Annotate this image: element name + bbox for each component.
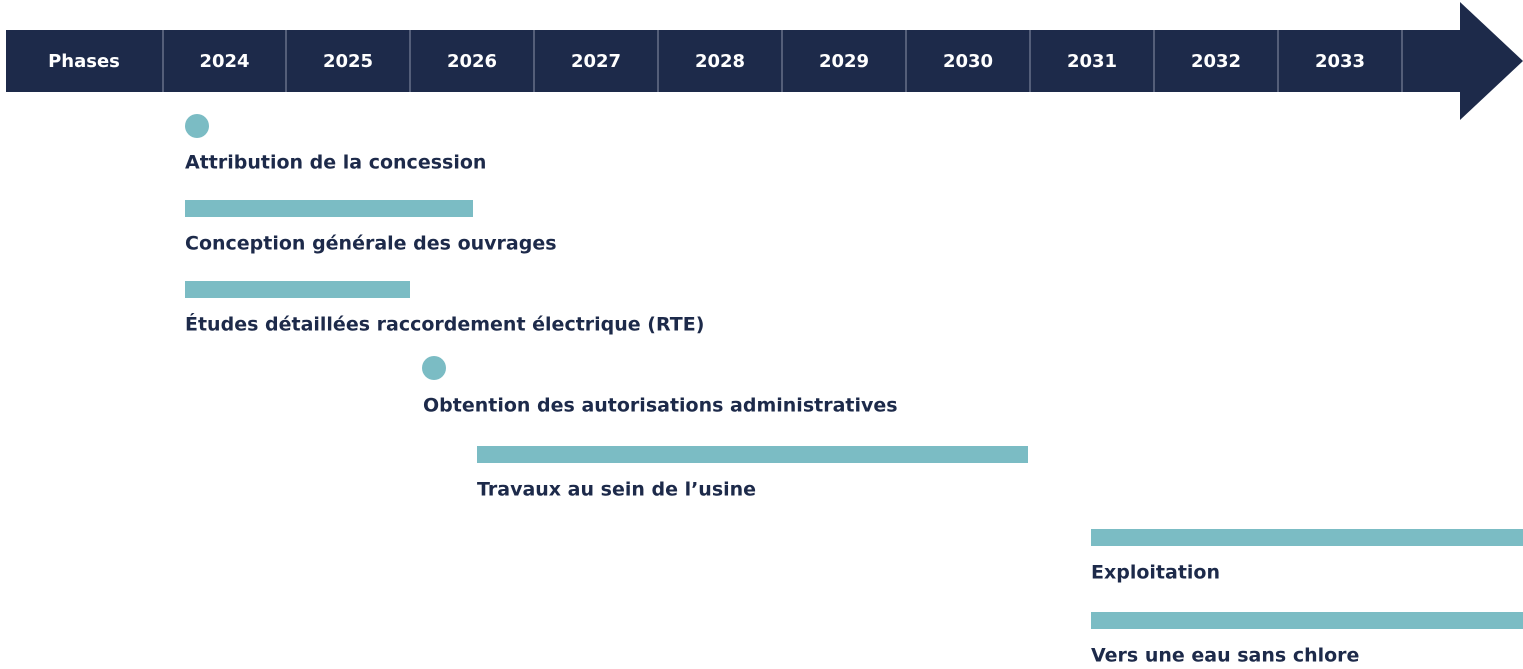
phase-label: Études détaillées raccordement électriqu… — [185, 313, 704, 336]
year-label: 2031 — [1067, 51, 1117, 72]
phase-bar — [477, 446, 1028, 463]
phase-bar — [1091, 612, 1523, 629]
year-label: 2029 — [819, 51, 869, 72]
year-label: 2030 — [943, 51, 993, 72]
milestone-dot — [185, 114, 209, 138]
milestone-dot — [422, 356, 446, 380]
phase-bar — [185, 281, 410, 298]
phase-label: Travaux au sein de l’usine — [477, 479, 756, 501]
phase-label: Exploitation — [1091, 562, 1220, 584]
year-label: 2027 — [571, 51, 621, 72]
year-label: 2028 — [695, 51, 745, 72]
phase-label: Obtention des autorisations administrati… — [423, 395, 898, 417]
year-label: 2025 — [323, 51, 373, 72]
header-label: Phases — [48, 51, 120, 72]
header-band — [6, 30, 1462, 92]
year-label: 2033 — [1315, 51, 1365, 72]
year-label: 2032 — [1191, 51, 1241, 72]
phase-label: Conception générale des ouvrages — [185, 233, 557, 255]
phase-label: Vers une eau sans chlore — [1091, 645, 1359, 667]
phase-bar — [1091, 529, 1523, 546]
year-label: 2026 — [447, 51, 497, 72]
year-label: 2024 — [199, 51, 249, 72]
phase-bar — [185, 200, 473, 217]
header-arrow — [1460, 2, 1523, 120]
phase-label: Attribution de la concession — [185, 152, 486, 174]
